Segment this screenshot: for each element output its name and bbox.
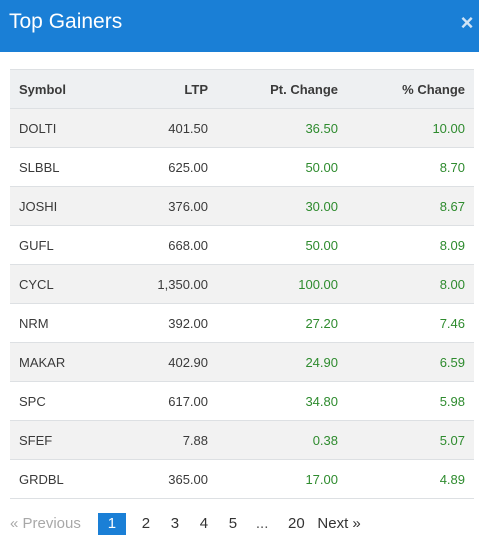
ltp-cell: 625.00 xyxy=(115,147,217,187)
symbol-cell: GUFL xyxy=(10,225,115,265)
ltp-cell: 401.50 xyxy=(115,108,217,148)
ltp-cell: 617.00 xyxy=(115,381,217,421)
table-row[interactable]: JOSHI 376.00 30.00 8.67 xyxy=(10,186,474,226)
table-row[interactable]: SPC 617.00 34.80 5.98 xyxy=(10,381,474,421)
page-link-5[interactable]: 5 xyxy=(228,515,238,532)
table-row[interactable]: GRDBL 365.00 17.00 4.89 xyxy=(10,459,474,499)
previous-page-link[interactable]: « Previous xyxy=(10,515,81,532)
pt-change-cell: 50.00 xyxy=(217,225,347,265)
ltp-cell: 1,350.00 xyxy=(115,264,217,304)
pct-change-cell: 10.00 xyxy=(347,108,474,148)
ltp-cell: 392.00 xyxy=(115,303,217,343)
pct-change-cell: 8.70 xyxy=(347,147,474,187)
pt-change-cell: 27.20 xyxy=(217,303,347,343)
table-row[interactable]: SLBBL 625.00 50.00 8.70 xyxy=(10,147,474,187)
table-row[interactable]: SFEF 7.88 0.38 5.07 xyxy=(10,420,474,460)
column-header-ltp[interactable]: LTP xyxy=(115,69,217,109)
page-link-1[interactable]: 1 xyxy=(97,513,126,535)
ltp-cell: 668.00 xyxy=(115,225,217,265)
pagination: « Previous 1 2 3 4 5 ... 20 Next » xyxy=(10,512,376,535)
page-link-2[interactable]: 2 xyxy=(141,515,151,532)
pct-change-cell: 4.89 xyxy=(347,459,474,499)
symbol-cell: JOSHI xyxy=(10,186,115,226)
pt-change-cell: 24.90 xyxy=(217,342,347,382)
pt-change-cell: 0.38 xyxy=(217,420,347,460)
pct-change-cell: 5.98 xyxy=(347,381,474,421)
symbol-cell: MAKAR xyxy=(10,342,115,382)
page-link-4[interactable]: 4 xyxy=(199,515,209,532)
table-row[interactable]: GUFL 668.00 50.00 8.09 xyxy=(10,225,474,265)
pt-change-cell: 100.00 xyxy=(217,264,347,304)
modal-title: Top Gainers xyxy=(9,10,123,33)
table-row[interactable]: MAKAR 402.90 24.90 6.59 xyxy=(10,342,474,382)
table-header-row: Symbol LTP Pt. Change % Change xyxy=(10,69,474,109)
pt-change-cell: 30.00 xyxy=(217,186,347,226)
pt-change-cell: 50.00 xyxy=(217,147,347,187)
pct-change-cell: 8.00 xyxy=(347,264,474,304)
table-row[interactable]: NRM 392.00 27.20 7.46 xyxy=(10,303,474,343)
page-link-20[interactable]: 20 xyxy=(288,515,305,532)
ltp-cell: 7.88 xyxy=(115,420,217,460)
symbol-cell: CYCL xyxy=(10,264,115,304)
modal-header: Top Gainers × xyxy=(0,0,479,52)
ltp-cell: 365.00 xyxy=(115,459,217,499)
pagination-ellipsis: ... xyxy=(255,515,269,532)
ltp-cell: 376.00 xyxy=(115,186,217,226)
symbol-cell: DOLTI xyxy=(10,108,115,148)
pt-change-cell: 17.00 xyxy=(217,459,347,499)
next-page-link[interactable]: Next » xyxy=(317,515,361,532)
top-gainers-table: Symbol LTP Pt. Change % Change DOLTI 401… xyxy=(10,69,474,499)
column-header-pct-change[interactable]: % Change xyxy=(347,69,474,109)
pct-change-cell: 8.09 xyxy=(347,225,474,265)
table-row[interactable]: DOLTI 401.50 36.50 10.00 xyxy=(10,108,474,148)
symbol-cell: SPC xyxy=(10,381,115,421)
pt-change-cell: 36.50 xyxy=(217,108,347,148)
pct-change-cell: 5.07 xyxy=(347,420,474,460)
symbol-cell: GRDBL xyxy=(10,459,115,499)
ltp-cell: 402.90 xyxy=(115,342,217,382)
pt-change-cell: 34.80 xyxy=(217,381,347,421)
symbol-cell: SFEF xyxy=(10,420,115,460)
pct-change-cell: 8.67 xyxy=(347,186,474,226)
pct-change-cell: 6.59 xyxy=(347,342,474,382)
pct-change-cell: 7.46 xyxy=(347,303,474,343)
column-header-symbol[interactable]: Symbol xyxy=(10,69,115,109)
symbol-cell: NRM xyxy=(10,303,115,343)
column-header-pt-change[interactable]: Pt. Change xyxy=(217,69,347,109)
table-row[interactable]: CYCL 1,350.00 100.00 8.00 xyxy=(10,264,474,304)
close-icon[interactable]: × xyxy=(460,10,474,35)
symbol-cell: SLBBL xyxy=(10,147,115,187)
page-link-3[interactable]: 3 xyxy=(170,515,180,532)
